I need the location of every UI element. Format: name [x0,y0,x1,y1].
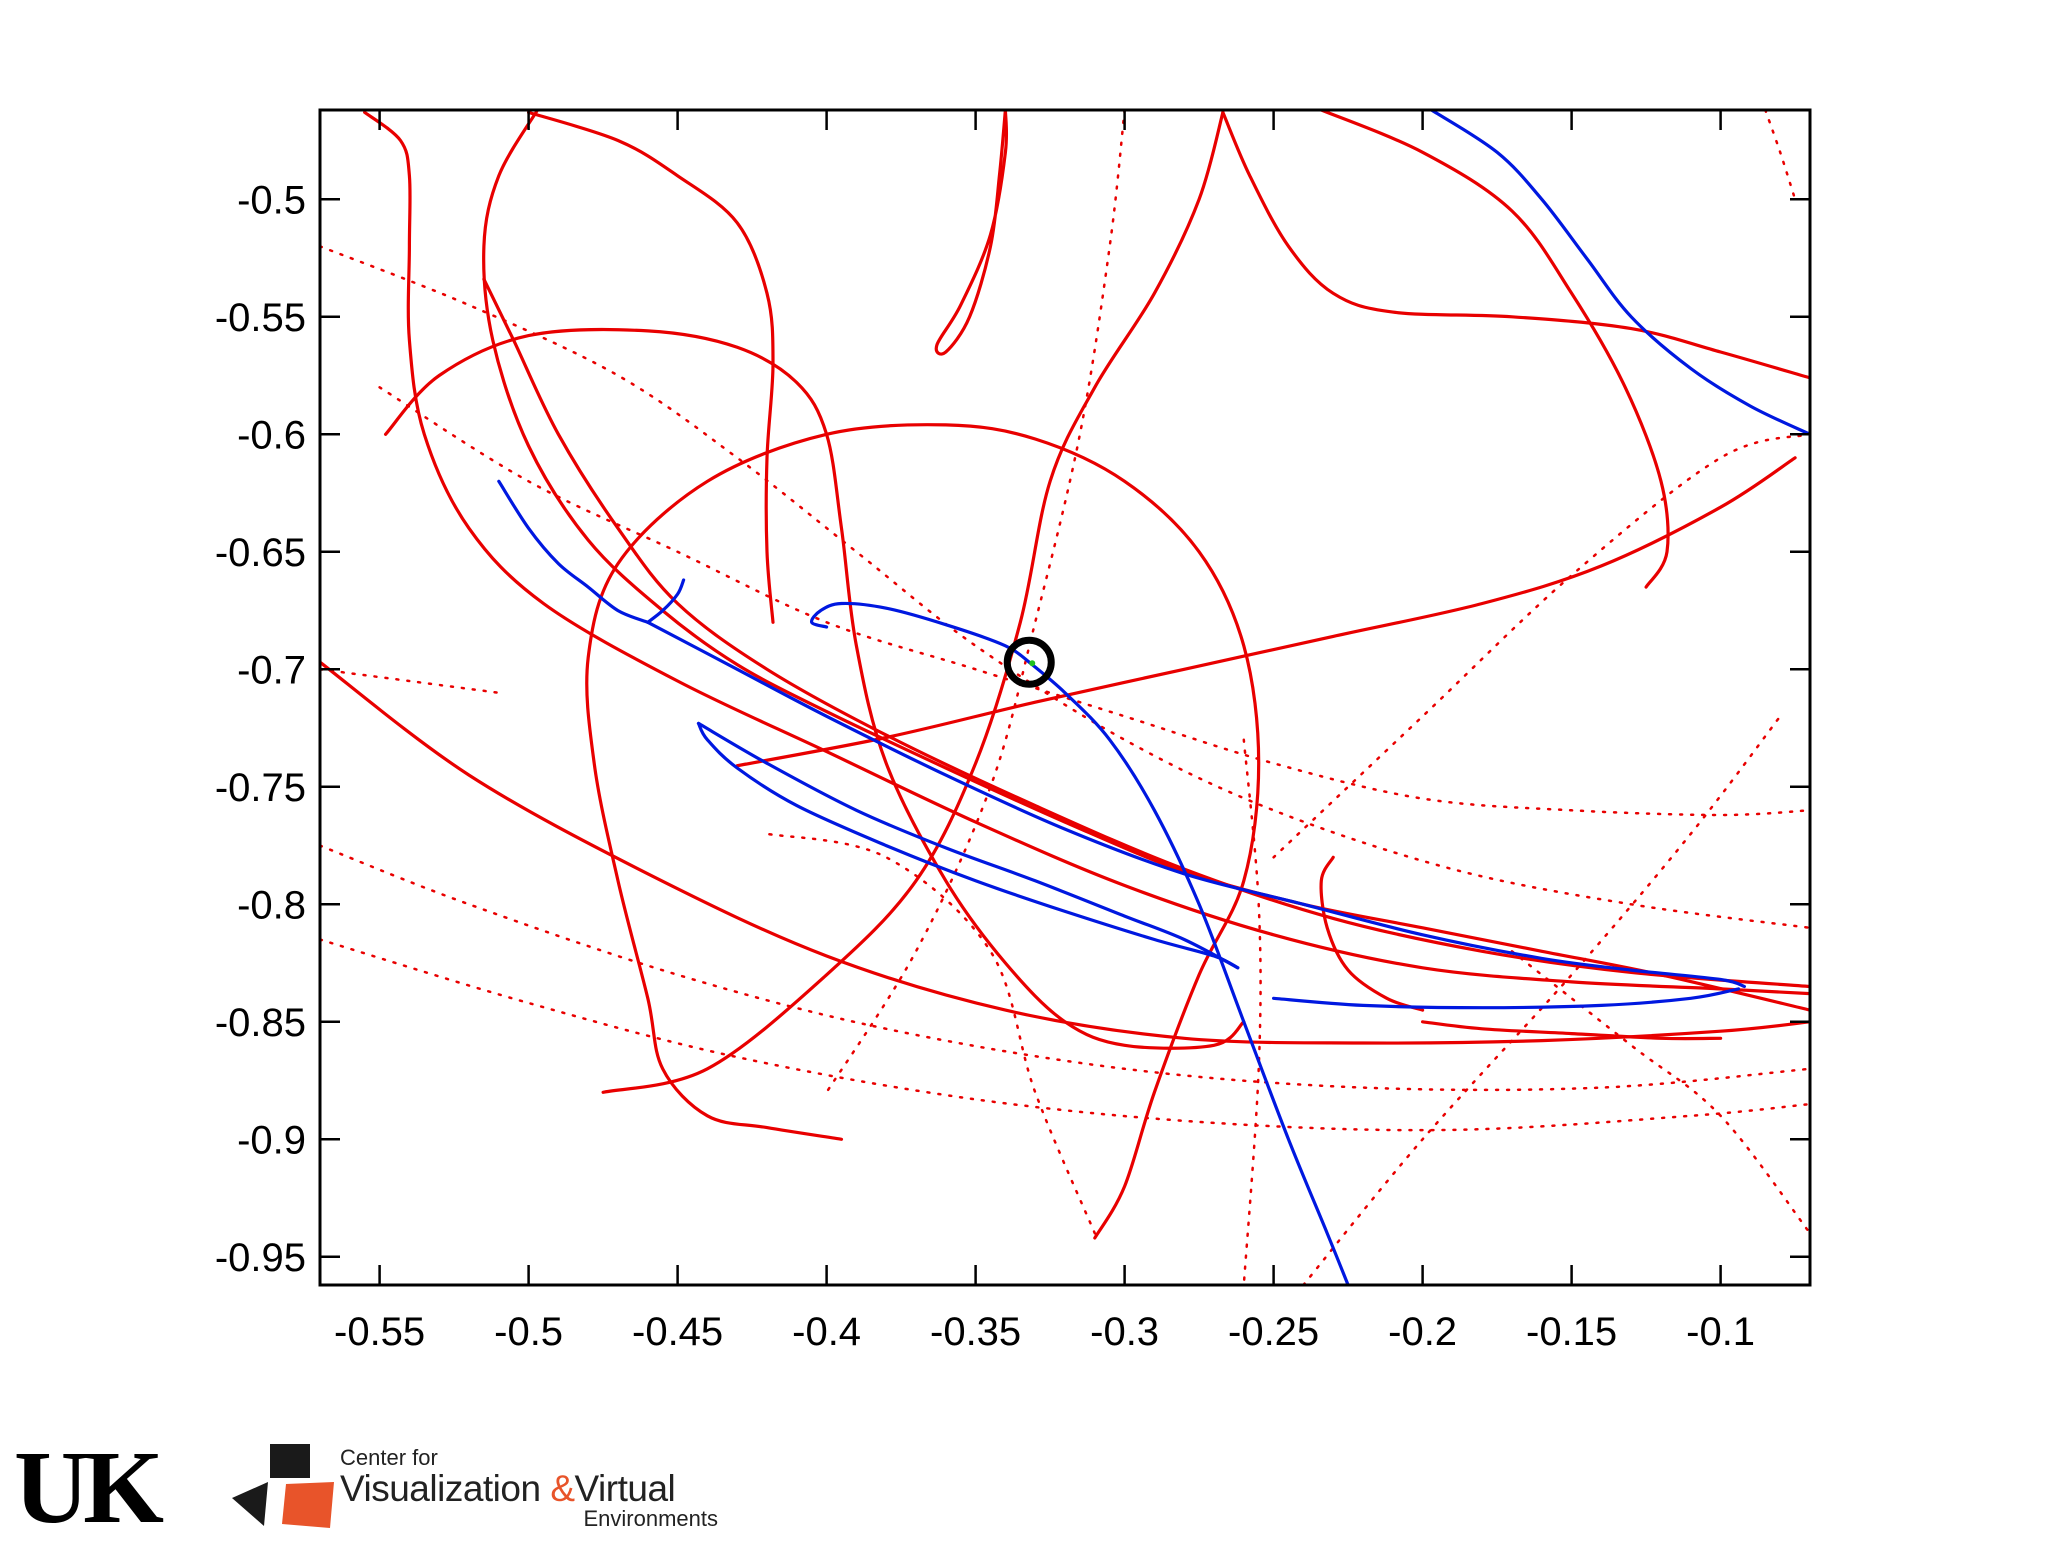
x-tick-label: -0.5 [494,1310,563,1354]
footer-logos: UK Center for Visualization &Virtual Env… [14,1432,774,1540]
uk-logo: UK [14,1430,164,1545]
y-tick-label: -0.5 [237,178,306,222]
cve-wordmark: Center for Visualization &Virtual Enviro… [340,1446,718,1530]
series-line-7 [1221,110,1810,380]
series-line-12 [934,110,1009,356]
series-line-16 [320,938,1810,1132]
y-tick-label: -0.65 [215,531,306,575]
x-tick-label: -0.3 [1090,1310,1159,1354]
series-line-1 [320,660,1810,1045]
series-line-8 [1319,110,1670,589]
series-line-10 [527,110,775,624]
plot-frame [318,108,1812,1287]
series-line-27 [1429,110,1810,436]
cve-line3: Environments [583,1506,718,1531]
cve-line2: Visualization &Virtual [340,1470,718,1508]
cve-ampersand: & [550,1468,575,1509]
series-line-4 [482,110,1810,1012]
series-line-6 [601,110,1225,1094]
series-line-5 [384,327,1246,1050]
x-tick-label: -0.25 [1228,1310,1319,1354]
cve-virtual: Virtual [574,1468,676,1509]
y-tick-label: -0.55 [215,296,306,340]
series-line-25 [765,832,1097,1235]
series-line-18 [320,668,501,695]
series-line-35 [1272,987,1741,1010]
marker-center-point [1029,660,1036,667]
series-line-23 [1302,715,1782,1285]
series-line-21 [1272,433,1810,859]
marker-layer [1003,636,1055,688]
series-line-31 [696,721,1240,970]
series-line-19 [825,110,1126,1094]
x-tick-label: -0.45 [632,1310,723,1354]
series-line-15 [320,844,1810,1092]
y-tick-label: -0.6 [237,413,306,457]
cve-line1: Center for [340,1445,438,1470]
ticks-layer: -0.55 -0.5 -0.45 -0.4 -0.35 -0.3 -0.25 -0.2 -0.1… [215,110,1810,1354]
series-line-20 [378,386,1810,817]
series-layer [320,110,1810,1285]
series-line-34 [1027,660,1350,1285]
series-line-17 [320,245,1810,930]
y-tick-label: -0.75 [215,766,306,810]
series-line-30 [646,620,1746,989]
x-tick-label: -0.55 [334,1310,425,1354]
x-tick-label: -0.1 [1686,1310,1755,1354]
y-tick-label: -0.95 [215,1236,306,1280]
y-tick-label: -0.85 [215,1001,306,1045]
series-line-2 [363,110,1810,996]
cve-visualization: Visualization [340,1468,541,1509]
series-line-14 [1421,1020,1723,1041]
series-line-28 [497,479,650,624]
series-line-22 [1242,738,1262,1285]
series-line-13 [1319,855,1425,1012]
series-line-24 [1510,950,1810,1235]
series-line-29 [646,578,686,624]
highlight-marker [1003,636,1055,688]
series-line-3 [482,277,1810,989]
x-tick-label: -0.4 [792,1310,861,1354]
series-line-33 [810,601,1031,664]
cve-logo-mark-icon [232,1444,334,1528]
x-tick-label: -0.15 [1526,1310,1617,1354]
series-line-32 [696,721,1240,970]
y-tick-label: -0.9 [237,1118,306,1162]
x-tick-label: -0.35 [930,1310,1021,1354]
series-line-11 [735,456,1797,768]
y-tick-label: -0.7 [237,648,306,692]
series-line-9 [585,423,1261,1240]
y-tick-label: -0.8 [237,883,306,927]
x-tick-label: -0.2 [1388,1310,1457,1354]
series-line-26 [1764,110,1797,201]
